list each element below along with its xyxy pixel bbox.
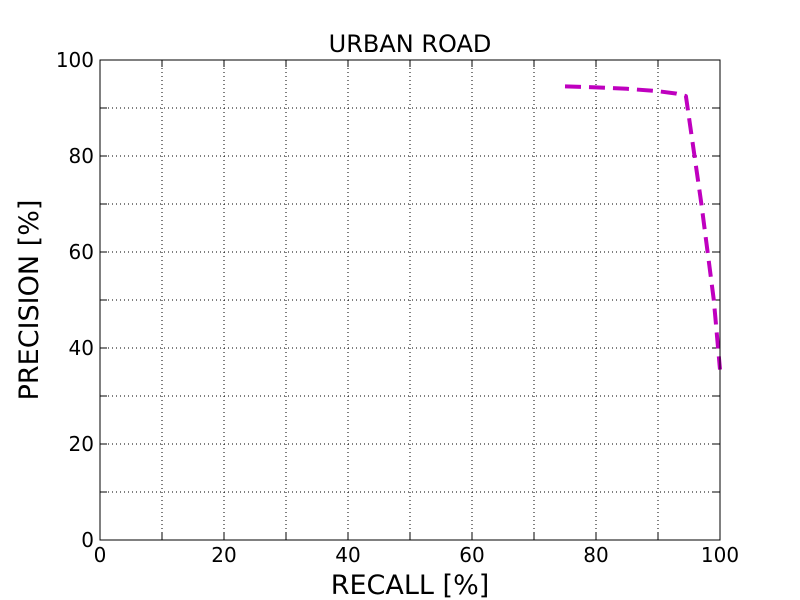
- x-tick-label: 100: [701, 543, 739, 567]
- y-tick-label: 60: [69, 240, 94, 264]
- plot-area-frame: [99, 59, 721, 541]
- grid-layer: [100, 60, 720, 540]
- y-tick-label: 80: [69, 144, 94, 168]
- y-axis-label: PRECISION [%]: [14, 200, 45, 401]
- x-tick-label: 20: [211, 543, 236, 567]
- x-tick-label: 60: [459, 543, 484, 567]
- x-tick-label: 0: [94, 543, 107, 567]
- x-tick-label: 40: [335, 543, 360, 567]
- y-tick-label: 0: [81, 528, 94, 552]
- x-axis-label: RECALL [%]: [331, 570, 490, 600]
- x-tick-labels: 0 20 40 60 80 100: [94, 543, 739, 567]
- series-layer: [564, 84, 722, 370]
- y-tick-label: 20: [69, 432, 94, 456]
- chart-title: URBAN ROAD: [329, 30, 492, 58]
- y-tick-labels: 0 20 40 60 80 100: [56, 48, 94, 552]
- y-tick-label: 40: [69, 336, 94, 360]
- y-tick-label: 100: [56, 48, 94, 72]
- series-line: [564, 84, 722, 370]
- x-tick-label: 80: [583, 543, 608, 567]
